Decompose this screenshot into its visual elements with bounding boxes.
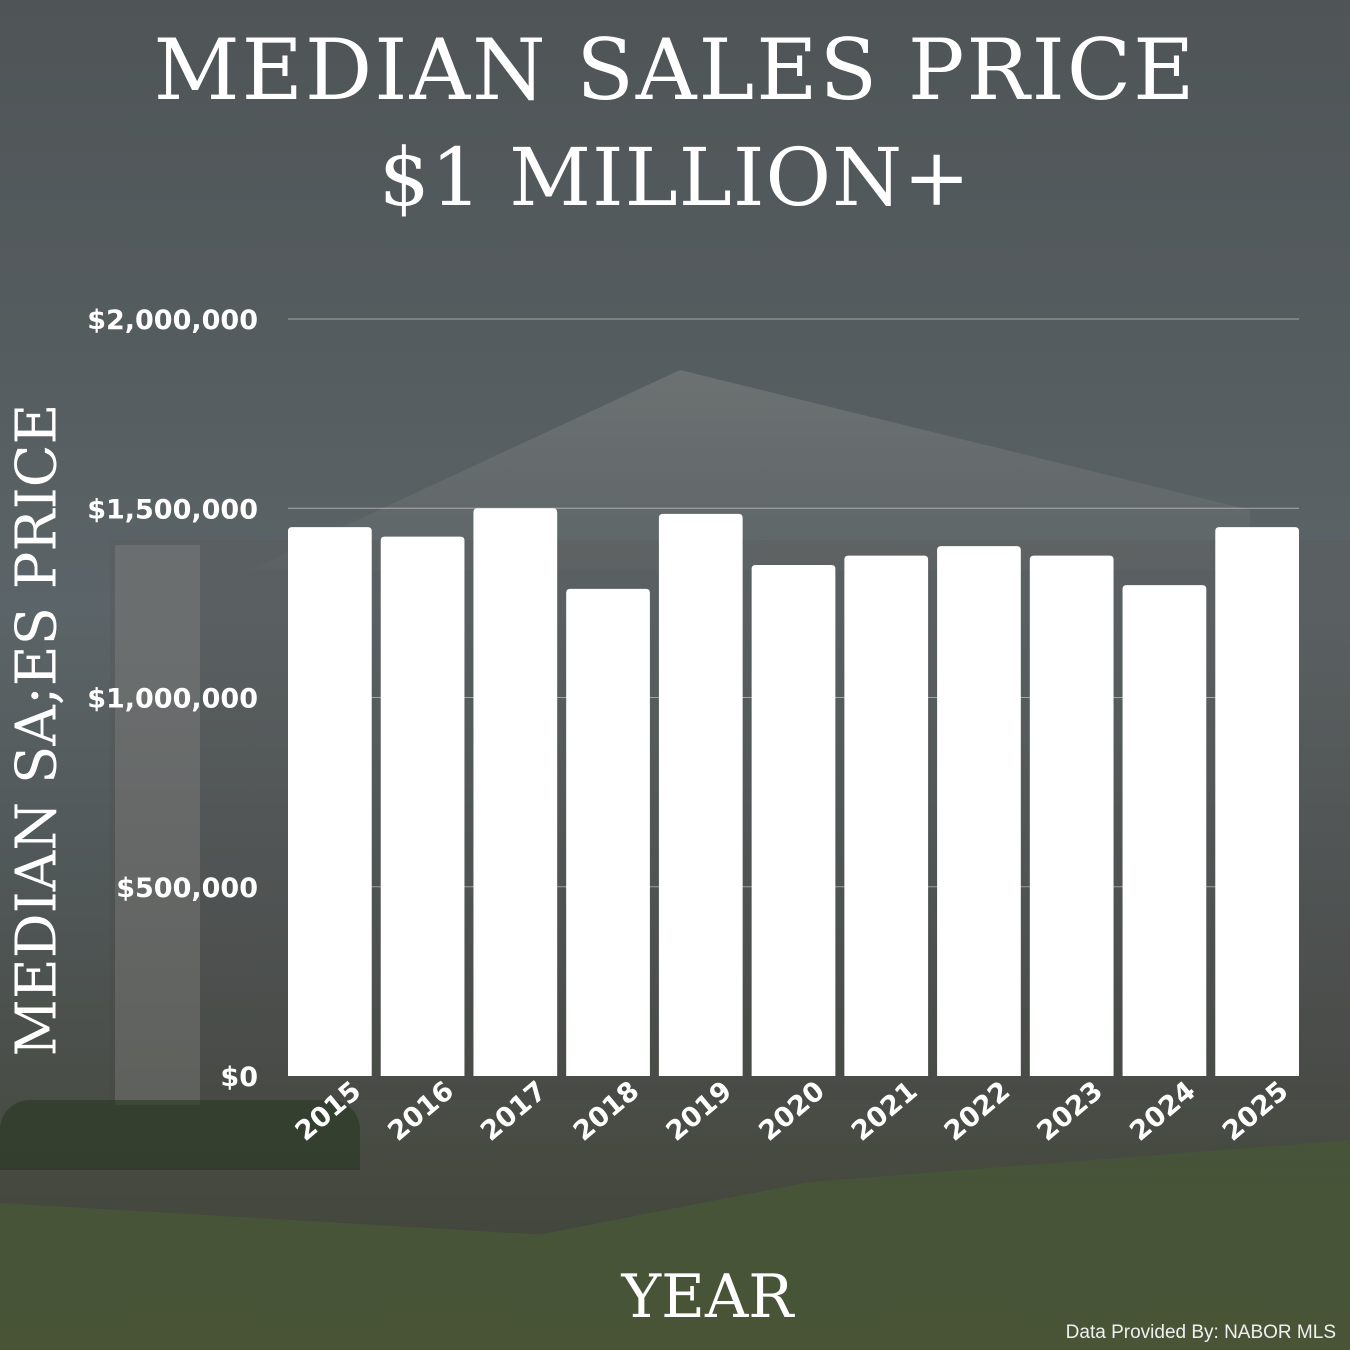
x-tick-label: 2016 <box>382 1075 459 1147</box>
x-tick-label: 2024 <box>1124 1075 1201 1147</box>
bar-2024 <box>1122 585 1207 1076</box>
x-tick-label: 2018 <box>568 1075 645 1147</box>
bar-2020 <box>751 565 836 1076</box>
x-tick-label: 2021 <box>846 1075 923 1147</box>
chart-title: MEDIAN SALES PRICE <box>153 21 1197 119</box>
x-tick-label: 2019 <box>661 1075 738 1147</box>
data-source-note: Data Provided By: NABOR MLS <box>1065 1322 1336 1343</box>
x-tick-label: 2025 <box>1217 1075 1294 1147</box>
bar-2022 <box>937 546 1021 1076</box>
y-tick-label: $2,000,000 <box>87 305 258 336</box>
bar-2016 <box>380 536 465 1076</box>
x-tick-label: 2020 <box>753 1075 830 1147</box>
chart-subtitle: $1 MILLION+ <box>378 131 972 224</box>
x-tick-label: 2023 <box>1031 1075 1108 1147</box>
bar-2019 <box>658 513 743 1076</box>
bar-2025 <box>1215 527 1299 1076</box>
y-tick-label: $1,500,000 <box>87 494 258 525</box>
y-tick-label: $0 <box>220 1062 258 1093</box>
bars <box>288 508 1299 1076</box>
y-tick-label: $500,000 <box>116 873 258 904</box>
bar-2023 <box>1029 555 1114 1076</box>
bar-2021 <box>844 555 929 1076</box>
x-tick-label: 2017 <box>475 1075 552 1147</box>
x-tick-labels: 2015 2016 2017 2018 2019 2020 2021 2022 2023 2024… <box>290 1075 1295 1147</box>
bar-2015 <box>288 527 372 1076</box>
x-tick-label: 2015 <box>290 1075 367 1147</box>
bar-2017 <box>473 508 558 1076</box>
y-tick-label: $1,000,000 <box>87 684 258 715</box>
x-tick-label: 2022 <box>939 1075 1016 1147</box>
bar-2018 <box>566 588 650 1076</box>
x-axis-title: YEAR <box>621 1262 794 1332</box>
y-tick-labels: $0 $500,000 $1,000,000 $1,500,000 $2,000,000 <box>87 305 258 1093</box>
